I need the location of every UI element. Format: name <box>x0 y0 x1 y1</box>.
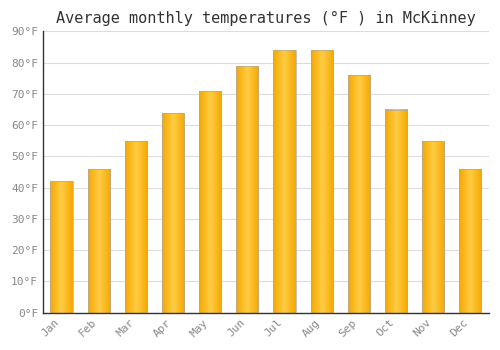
Bar <box>124 141 147 313</box>
Bar <box>50 181 72 313</box>
Bar <box>348 75 370 313</box>
Bar <box>310 50 333 313</box>
Bar <box>199 91 222 313</box>
Bar <box>236 66 258 313</box>
Bar <box>422 141 444 313</box>
Title: Average monthly temperatures (°F ) in McKinney: Average monthly temperatures (°F ) in Mc… <box>56 11 476 26</box>
Bar <box>459 169 481 313</box>
Bar <box>88 169 110 313</box>
Bar <box>162 113 184 313</box>
Bar <box>385 110 407 313</box>
Bar <box>274 50 295 313</box>
